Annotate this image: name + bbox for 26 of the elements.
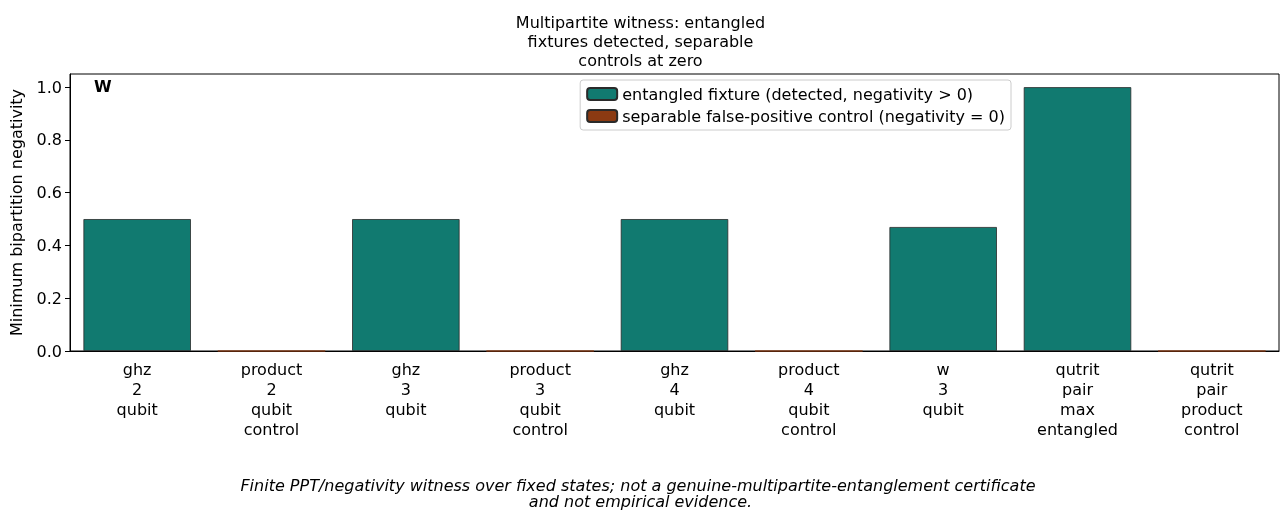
- x-tick-label: product 4 qubit control: [778, 359, 840, 439]
- bar: [620, 219, 729, 351]
- y-tick-label: 0.6: [36, 183, 62, 203]
- bar: [1023, 87, 1132, 351]
- x-tick-label: ghz 3 qubit: [385, 359, 427, 419]
- text: Finite PPT/negativity witness over fixed states; not a genuine-multipartite-entanglement certificate and not empirical evidence.: [240, 475, 1041, 511]
- x-tick-label: qutrit pair product control: [1181, 359, 1243, 439]
- bar: [889, 227, 997, 351]
- y-axis-title: Minimum bipartition negativity: [6, 88, 26, 337]
- x-tick-label: ghz 2 qubit: [116, 359, 158, 419]
- y-tick-label: 0.0: [36, 341, 62, 361]
- legend-label: entangled fixture (detected, negativity > 0): [622, 84, 974, 104]
- y-tick-label: 0.2: [36, 288, 62, 308]
- x-tick-label: w 3 qubit: [922, 359, 964, 419]
- chart-title: Multipartite witness: entangled fixtures detected, separable controls at zero: [515, 13, 766, 70]
- x-tick-label: ghz 4 qubit: [653, 359, 696, 419]
- bar: [352, 219, 460, 351]
- y-tick-label: 1.0: [36, 77, 62, 97]
- x-tick-label: product 2 qubit control: [240, 359, 303, 439]
- x-tick-label: product 3 qubit control: [509, 359, 571, 439]
- legend-label: separable false-positive control (negativity = 0): [622, 106, 1005, 126]
- bar: [83, 219, 191, 351]
- y-tick-label: 0.8: [36, 130, 62, 150]
- y-tick-label: 0.4: [36, 235, 62, 255]
- x-tick-label: qutrit pair max entangled: [1037, 359, 1118, 439]
- annotation: W: [94, 76, 112, 96]
